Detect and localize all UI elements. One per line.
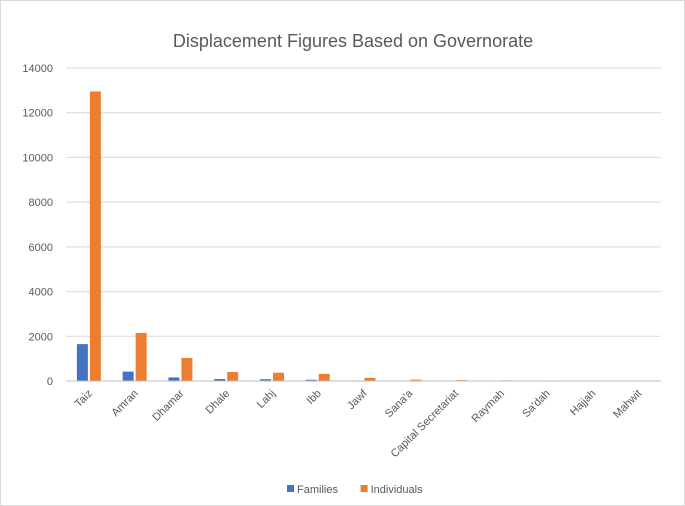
x-tick-label: Dhamar — [150, 387, 186, 423]
bar-individuals-ibb — [318, 373, 330, 381]
x-tick-label: Sa'dah — [520, 388, 552, 420]
chart-title: Displacement Figures Based on Governorat… — [173, 31, 533, 51]
bar-families-taiz — [76, 344, 88, 381]
bars — [76, 91, 651, 382]
bar-families-dhale — [214, 378, 226, 381]
y-tick-label: 6000 — [29, 242, 53, 254]
x-tick-label: Taiz — [73, 388, 95, 410]
x-tick-label: Dhale — [203, 388, 232, 417]
y-tick-label: 4000 — [29, 287, 53, 299]
bar-individuals-sana-a — [410, 379, 422, 381]
x-axis-ticks: Taiz Amran Dhamar Dhale Lahj Ibb Jawf Sana'aCap… — [73, 387, 645, 460]
bar-families-ibb — [305, 379, 317, 381]
bar-families-dhamar — [168, 377, 180, 381]
y-tick-label: 2000 — [29, 331, 53, 343]
bar-families-lahj — [259, 379, 271, 381]
legend-swatch-families — [287, 485, 294, 492]
y-tick-label: 10000 — [22, 152, 53, 164]
bar-individuals-dhale — [227, 372, 239, 381]
x-tick-label: Lahj — [255, 388, 278, 411]
x-tick-label: Hajjah — [568, 388, 599, 419]
y-tick-label: 14000 — [22, 63, 53, 75]
y-tick-label: 12000 — [22, 108, 53, 120]
bar-individuals-lahj — [272, 372, 284, 381]
legend-label-individuals: Individuals — [371, 484, 423, 496]
x-tick-label: Raymah — [469, 388, 506, 425]
legend-label-families: Families — [297, 484, 338, 496]
legend-swatch-individuals — [360, 485, 368, 492]
x-tick-label: Jawf — [345, 387, 370, 412]
x-tick-label: Amran — [109, 388, 140, 419]
bar-families-amran — [122, 371, 134, 381]
y-tick-label: 0 — [47, 376, 53, 388]
bar-individuals-dhamar — [181, 357, 193, 381]
bar-individuals-taiz — [89, 91, 101, 381]
x-tick-label: Mahwit — [611, 388, 644, 421]
y-axis-ticks: 0 2000 4000 6000 8000 10000 12000 14000 — [22, 63, 53, 388]
x-tick-label: Ibb — [305, 388, 324, 407]
bar-individuals-jawf — [364, 377, 376, 381]
gridlines — [66, 67, 661, 337]
x-tick-label: Sana'a — [383, 387, 416, 420]
y-tick-label: 8000 — [29, 197, 53, 209]
bar-individuals-amran — [135, 332, 147, 381]
legend: Families Individuals — [287, 484, 423, 496]
